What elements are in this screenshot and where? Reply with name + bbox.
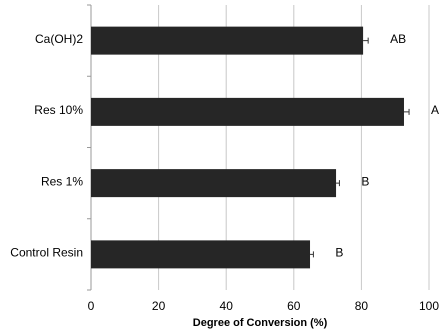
annotation: B	[335, 246, 343, 260]
annotation: A	[431, 103, 439, 117]
annotation: AB	[390, 32, 406, 46]
y-tick-label: Control Resin	[10, 246, 83, 260]
x-tick-label: 20	[152, 299, 166, 313]
y-tick-label: Res 10%	[34, 103, 83, 117]
bar	[91, 169, 337, 198]
x-axis-title: Degree of Conversion (%)	[193, 317, 328, 329]
y-tick-label: Res 1%	[41, 174, 83, 188]
bar	[91, 26, 364, 55]
x-tick-label: 40	[220, 299, 234, 313]
x-tick-label: 100	[419, 299, 439, 313]
x-tick-label: 0	[88, 299, 95, 313]
x-tick-label: 80	[355, 299, 369, 313]
annotation: B	[361, 174, 369, 188]
bar	[91, 97, 404, 126]
x-tick-label: 60	[287, 299, 301, 313]
y-tick-label: Ca(OH)2	[35, 32, 83, 46]
bar	[91, 240, 311, 269]
